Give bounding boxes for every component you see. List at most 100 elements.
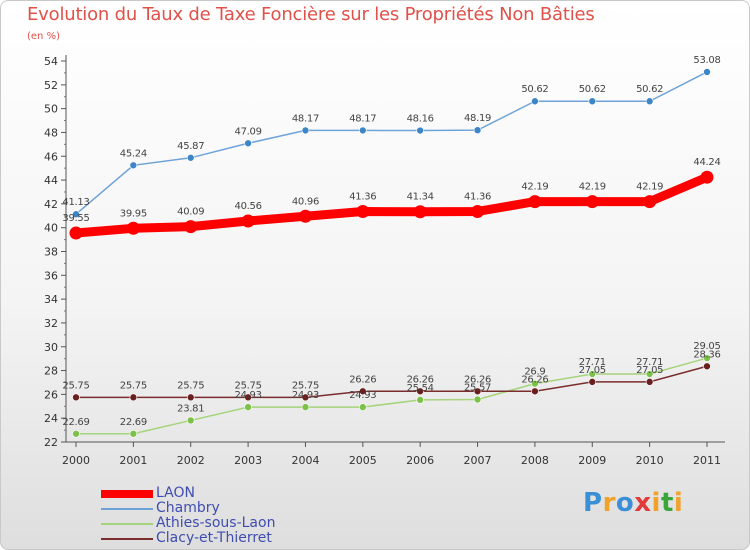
series-point	[72, 429, 80, 438]
series-point	[528, 195, 542, 209]
y-tick-label: 28	[44, 365, 58, 378]
data-label: 47.09	[235, 126, 262, 137]
logo-letter: r	[602, 488, 616, 518]
series-athies-sous-laon	[72, 354, 711, 438]
series-point	[69, 226, 83, 240]
data-label: 25.54	[407, 383, 434, 394]
data-label: 25.75	[177, 380, 204, 391]
data-label: 48.17	[349, 113, 376, 124]
data-label: 41.13	[62, 197, 89, 208]
series-point	[244, 139, 252, 148]
y-tick-label: 48	[44, 126, 58, 139]
x-tick-label: 2009	[578, 454, 606, 467]
y-tick-label: 42	[44, 198, 58, 211]
data-label: 48.19	[464, 113, 491, 124]
series-point	[588, 97, 597, 106]
data-label: 27.05	[636, 365, 663, 376]
data-label: 42.19	[636, 182, 663, 193]
data-label: 45.24	[120, 148, 147, 159]
series-point	[473, 387, 482, 396]
data-label-layer: 41.13 45.24 45.87 47.09 48.17 48.17 48.16 48.19…	[62, 55, 720, 428]
y-tick-label: 46	[44, 150, 58, 163]
series-point	[359, 403, 367, 411]
series-point	[413, 205, 427, 219]
data-label: 45.87	[177, 141, 204, 152]
series-point	[416, 387, 424, 396]
data-label: 41.36	[464, 191, 491, 202]
series-line	[71, 172, 712, 238]
series-point	[473, 126, 482, 134]
series-point	[416, 396, 424, 404]
series-point	[531, 387, 539, 396]
data-label: 26.26	[349, 374, 376, 385]
series-point	[129, 429, 138, 438]
legend-swatch	[101, 538, 153, 540]
x-tick-label: 2007	[464, 454, 492, 467]
data-label: 27.71	[579, 357, 606, 368]
y-tick-label: 24	[44, 412, 58, 425]
data-label: 50.62	[579, 84, 606, 95]
series-point	[186, 393, 195, 402]
data-label: 25.75	[62, 380, 89, 391]
data-label: 25.75	[120, 380, 147, 391]
data-label: 44.24	[693, 157, 720, 168]
y-tick-label: 54	[44, 55, 58, 68]
data-label: 53.08	[693, 55, 720, 66]
series-point	[72, 393, 80, 402]
series-laon	[69, 170, 714, 240]
chart-title: Evolution du Taux de Taxe Foncière sur l…	[27, 4, 595, 25]
series-point	[703, 354, 711, 362]
series-point	[531, 379, 539, 388]
series-point	[186, 416, 195, 425]
series-line	[75, 71, 708, 215]
x-tick-label: 2008	[521, 454, 549, 467]
data-label: 48.16	[407, 114, 434, 125]
data-label: 40.09	[177, 207, 204, 218]
data-label: 27.05	[579, 365, 606, 376]
series-point	[645, 378, 654, 386]
data-label: 42.19	[579, 182, 606, 193]
y-tick-label: 44	[44, 174, 58, 187]
logo-letter: i	[673, 488, 684, 518]
x-tick-label: 2005	[349, 454, 377, 467]
series-point	[356, 204, 370, 218]
legend-swatch	[101, 490, 153, 498]
data-label: 26.26	[521, 374, 548, 385]
series-point	[244, 403, 252, 411]
legend-label: Chambry	[156, 500, 220, 516]
series-layer	[69, 68, 714, 438]
series-point	[643, 195, 657, 209]
data-label: 24.93	[292, 390, 319, 401]
series-point	[588, 370, 597, 378]
y-tick-label: 26	[44, 388, 58, 401]
series-point	[301, 126, 310, 135]
data-label: 26.26	[464, 374, 491, 385]
data-label: 40.96	[292, 196, 319, 207]
series-chambry	[72, 68, 711, 219]
series-point	[359, 387, 367, 396]
data-label: 22.69	[62, 417, 89, 428]
series-line	[76, 357, 708, 435]
x-tick-label: 2004	[291, 454, 319, 467]
axes: 22 24 26 28 30 32 34 36 38 40 42 44 46 48 50 52 54 2000 20…	[44, 55, 725, 467]
y-tick-label: 32	[44, 317, 58, 330]
data-label: 26.26	[407, 374, 434, 385]
series-point	[645, 370, 654, 378]
y-tick-label: 34	[44, 293, 58, 306]
data-label: 28.36	[693, 349, 720, 360]
series-point	[241, 214, 255, 228]
series-point	[129, 393, 138, 402]
y-tick-label: 50	[44, 103, 58, 116]
series-point	[126, 221, 140, 235]
series-point	[129, 161, 138, 170]
logo-letter: t	[660, 488, 674, 518]
series-point	[244, 393, 252, 402]
x-tick-label: 2002	[177, 454, 205, 467]
proxiti-logo: Proxiti	[583, 488, 683, 518]
series-point	[298, 209, 312, 223]
series-line	[76, 365, 708, 399]
data-label: 26.9	[524, 367, 545, 378]
series-point	[473, 395, 482, 404]
